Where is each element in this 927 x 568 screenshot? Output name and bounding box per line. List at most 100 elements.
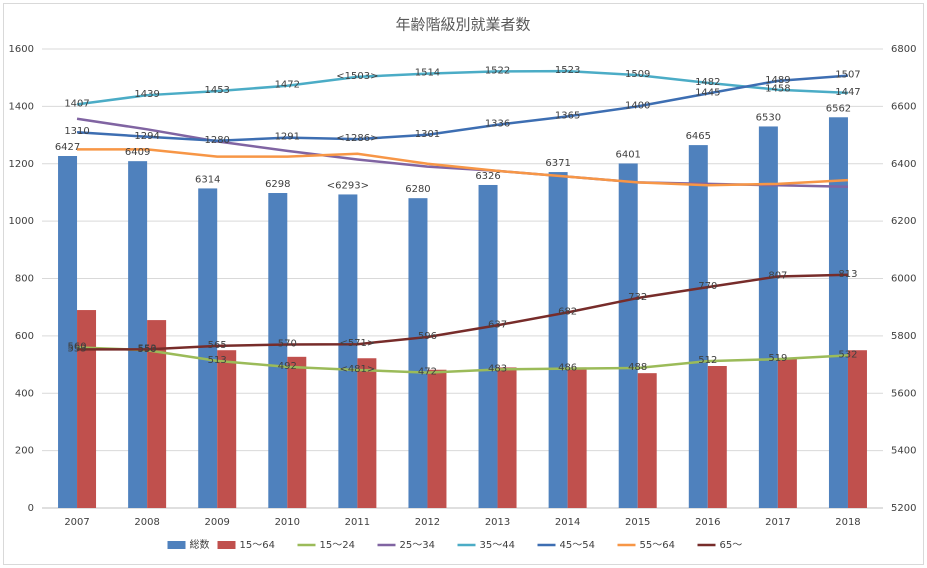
legend-label: 15〜24 xyxy=(320,540,355,551)
value-label: 6314 xyxy=(195,174,220,185)
value-label: 1365 xyxy=(555,110,580,121)
line xyxy=(77,273,848,351)
y2-tick-label: 6800 xyxy=(891,44,916,55)
y2-tick-label: 6400 xyxy=(891,159,916,170)
value-label: 1445 xyxy=(695,87,720,98)
value-label: 6427 xyxy=(55,142,80,153)
x-tick-label: 2010 xyxy=(275,517,300,528)
value-label: 6401 xyxy=(615,149,640,160)
value-label: 1280 xyxy=(204,135,229,146)
value-label: 770 xyxy=(698,281,717,292)
bar xyxy=(217,350,237,508)
value-label: 6371 xyxy=(545,158,570,169)
value-label: 513 xyxy=(208,355,227,366)
y2-tick-label: 5400 xyxy=(891,446,916,457)
y2-tick-label: 6600 xyxy=(891,101,916,112)
x-tick-label: 2012 xyxy=(415,517,440,528)
value-label: 6562 xyxy=(826,103,851,114)
y2-tick-label: 6200 xyxy=(891,216,916,227)
bar xyxy=(758,126,778,509)
value-label: 6280 xyxy=(405,184,430,195)
bar xyxy=(128,161,148,508)
value-label: <571> xyxy=(339,338,375,349)
x-tick-label: 2009 xyxy=(204,517,229,528)
bar xyxy=(828,117,848,509)
legend-swatch xyxy=(167,541,186,549)
value-label: 1489 xyxy=(765,75,790,86)
x-tick-label: 2018 xyxy=(835,517,860,528)
value-label: 553 xyxy=(67,343,86,354)
y-tick-label: 400 xyxy=(15,388,34,399)
x-tick-label: 2017 xyxy=(765,517,790,528)
value-label: 6326 xyxy=(475,171,500,182)
value-label: 813 xyxy=(838,269,857,280)
value-label: <1503> xyxy=(336,71,378,82)
x-tick-label: 2008 xyxy=(134,517,159,528)
value-label: 550 xyxy=(138,344,157,355)
legend-swatch xyxy=(217,541,236,549)
x-tick-label: 2011 xyxy=(345,517,370,528)
value-label: 637 xyxy=(488,319,507,330)
legend-label: 45〜54 xyxy=(560,540,595,551)
y2-tick-label: 5600 xyxy=(891,388,916,399)
bar xyxy=(618,163,638,508)
bar xyxy=(637,373,657,508)
value-label: 1310 xyxy=(64,126,89,137)
bar xyxy=(338,194,358,508)
value-label: 1400 xyxy=(625,100,650,111)
x-tick-label: 2016 xyxy=(695,517,720,528)
value-label: 1291 xyxy=(275,132,300,143)
value-label: 565 xyxy=(208,340,227,351)
bar xyxy=(147,320,167,508)
legend-label: 55〜64 xyxy=(640,540,675,551)
value-label: 553 xyxy=(138,343,157,354)
y-tick-label: 800 xyxy=(15,274,34,285)
bar xyxy=(408,198,428,509)
value-label: 1523 xyxy=(555,65,580,76)
y2-tick-label: 5800 xyxy=(891,331,916,342)
x-tick-label: 2007 xyxy=(64,517,89,528)
x-tick-label: 2014 xyxy=(555,517,580,528)
value-label: <1286> xyxy=(336,133,378,144)
value-label: 1482 xyxy=(695,77,720,88)
value-label: 486 xyxy=(558,363,577,374)
line xyxy=(76,346,849,374)
y-tick-label: 1000 xyxy=(9,216,34,227)
line xyxy=(76,69,849,106)
value-label: 1472 xyxy=(275,80,300,91)
y2-tick-label: 6000 xyxy=(891,274,916,285)
value-label: 532 xyxy=(838,349,857,360)
bar xyxy=(268,193,288,509)
legend-label: 35〜44 xyxy=(480,540,515,551)
chart-title: 年齢階級別就業者数 xyxy=(395,16,530,34)
value-label: 483 xyxy=(488,363,507,374)
bar xyxy=(77,310,97,508)
value-label: 519 xyxy=(768,353,787,364)
x-tick-label: 2013 xyxy=(485,517,510,528)
value-label: 6298 xyxy=(265,179,290,190)
line xyxy=(77,148,849,187)
bar xyxy=(427,369,447,508)
value-label: 570 xyxy=(278,338,297,349)
y-tick-label: 200 xyxy=(15,446,34,457)
value-label: 1407 xyxy=(64,98,89,109)
value-label: 492 xyxy=(278,361,297,372)
y-tick-label: 0 xyxy=(28,503,34,514)
bar xyxy=(548,172,568,508)
bar xyxy=(567,367,587,508)
value-label: 6530 xyxy=(756,112,781,123)
legend-label: 15〜64 xyxy=(240,540,275,551)
value-label: 732 xyxy=(628,292,647,303)
y-tick-label: 1600 xyxy=(9,44,34,55)
bar xyxy=(688,145,708,508)
value-label: 512 xyxy=(698,355,717,366)
value-label: 1301 xyxy=(415,129,440,140)
bar xyxy=(707,365,727,508)
value-label: <6293> xyxy=(327,180,369,191)
value-label: 1447 xyxy=(835,87,860,98)
line xyxy=(76,74,849,143)
bar xyxy=(497,367,517,508)
bar xyxy=(198,188,218,508)
value-label: 1453 xyxy=(204,85,229,96)
